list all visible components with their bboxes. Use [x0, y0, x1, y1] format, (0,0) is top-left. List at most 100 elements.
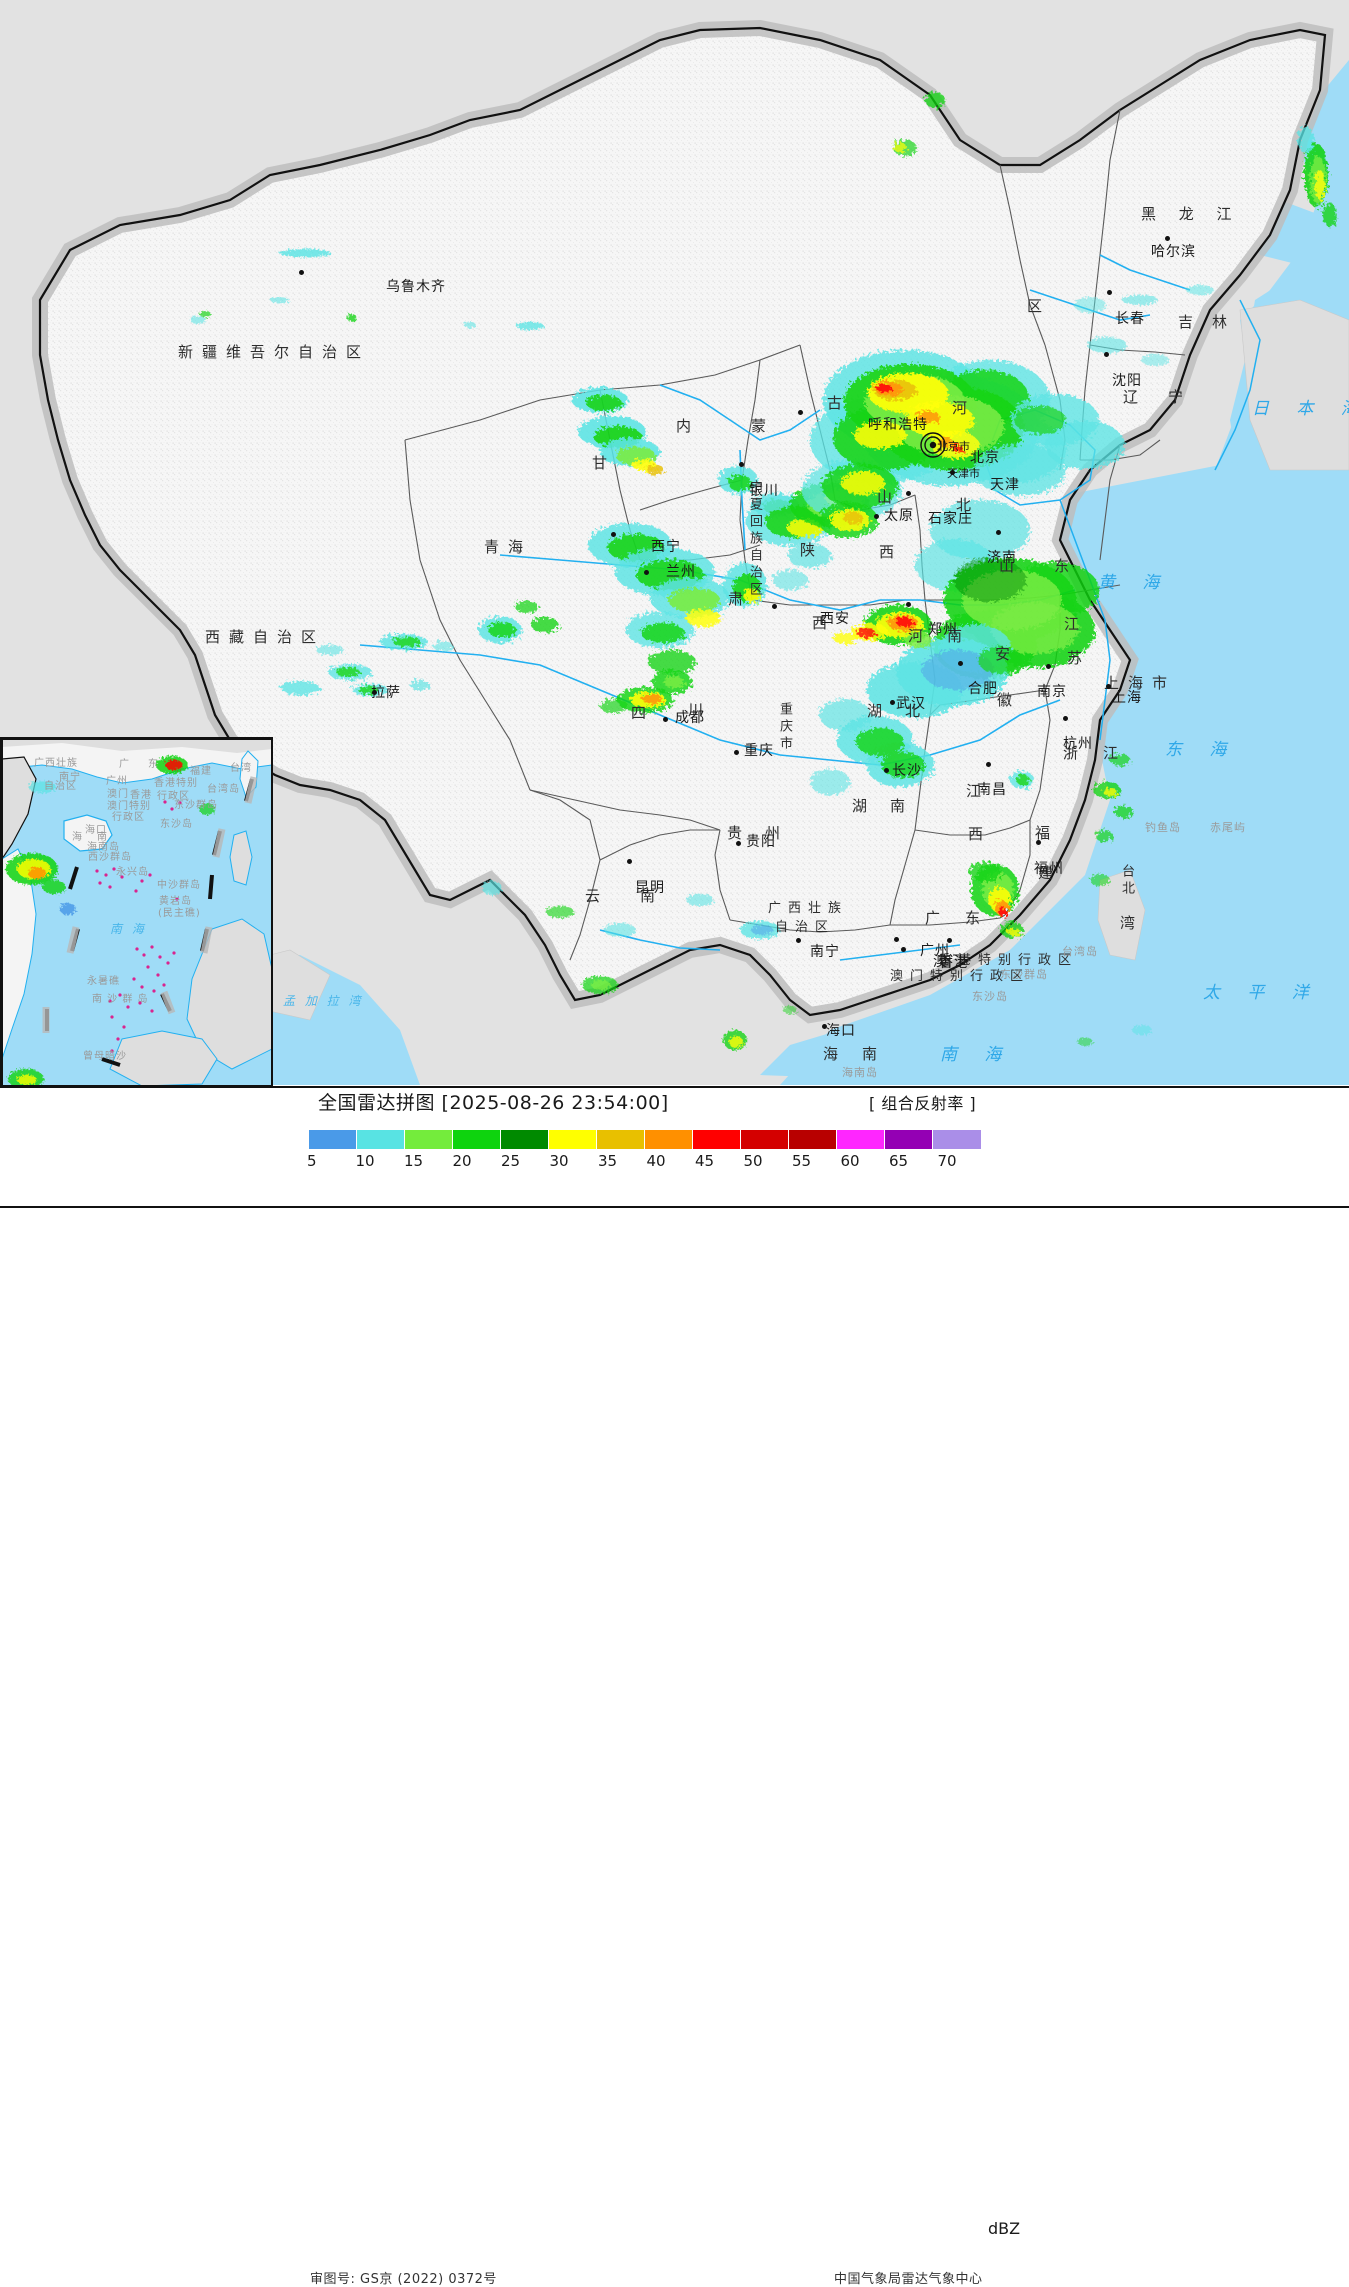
inset-label-9: 香港特别: [154, 778, 198, 789]
inset-label-7: 台湾岛: [207, 784, 240, 795]
city-marker-dot: [1104, 352, 1109, 357]
city-marker-dot: [663, 717, 668, 722]
city-marker-dot: [798, 410, 803, 415]
inset-label-18: 海: [72, 832, 83, 843]
colorbar-segment-40[interactable]: [645, 1130, 693, 1149]
dbz-tick-30: 30: [549, 1152, 569, 1170]
border-halo: [32, 19, 1334, 1024]
city-marker-dot: [890, 700, 895, 705]
south-china-sea-inset[interactable]: 广西壮族 自治区 南宁广东福建 台湾 台湾岛 广州 香港特别 行政区 澳门 香港 澳门特别 行政区 东沙…: [0, 737, 273, 1087]
city-marker-dot: [611, 532, 616, 537]
colorbar-segment-60[interactable]: [837, 1130, 885, 1149]
city-marker-dot: [906, 602, 911, 607]
city-marker-dot: [796, 938, 801, 943]
inset-graphics: [2, 739, 271, 1085]
map-approval-number: 审图号: GS京 (2022) 0372号: [310, 2272, 497, 2287]
inset-label-3: 广: [119, 759, 130, 770]
colorbar-segment-25[interactable]: [501, 1130, 549, 1149]
inset-label-13: 澳门特别: [107, 801, 151, 812]
dbz-tick-20: 20: [452, 1152, 472, 1170]
dbz-tick-50: 50: [743, 1152, 763, 1170]
inset-label-1: 自治区: [44, 781, 77, 792]
inset-label-0: 广西壮族: [34, 758, 78, 769]
inset-label-4: 东: [148, 759, 159, 770]
city-marker-dot: [739, 462, 744, 467]
inset-label-20: 海南岛: [87, 842, 120, 853]
dbz-tick-55: 55: [792, 1152, 812, 1170]
city-marker-dot: [1106, 684, 1111, 689]
city-marker-dot: [884, 768, 889, 773]
city-marker-dot: [627, 859, 632, 864]
map-title: 全国雷达拼图 [2025-08-26 23:54:00]: [318, 1092, 669, 1114]
inset-label-24: 黄岩岛: [159, 896, 192, 907]
colorbar-segment-20[interactable]: [453, 1130, 501, 1149]
dbz-tick-65: 65: [889, 1152, 909, 1170]
inset-label-14: 行政区: [112, 812, 145, 823]
colorbar-segment-30[interactable]: [549, 1130, 597, 1149]
city-marker-dot: [996, 530, 1001, 535]
inset-label-23: 中沙群岛: [157, 880, 201, 891]
city-marker-dot: [372, 690, 377, 695]
inset-label-28: 南 沙 群 岛: [92, 994, 149, 1005]
colorbar-segment-70[interactable]: [933, 1130, 981, 1149]
dbz-tick-labels: 5 10 15 20 25 30 35 40 45 50 55 60 65 70: [0, 1152, 1349, 1172]
inset-label-22: 永兴岛: [116, 867, 149, 878]
city-marker-dot: [734, 750, 739, 755]
city-marker-dot: [299, 270, 304, 275]
china-radar-map[interactable]: 新疆维吾尔自治区 西藏自治区 青海内蒙古甘肃宁夏回族自治区陕西山西河北山东河南江苏安…: [0, 0, 1349, 1085]
china-landmass: [40, 28, 1325, 1015]
inset-label-10: 行政区: [157, 791, 190, 802]
colorbar-segment-50[interactable]: [741, 1130, 789, 1149]
inset-label-2: 南宁: [59, 772, 81, 783]
dbz-colorbar[interactable]: [309, 1130, 981, 1149]
dbz-tick-35: 35: [598, 1152, 618, 1170]
city-marker-dot: [644, 570, 649, 575]
inset-label-21: 西沙群岛: [88, 852, 132, 863]
city-marker-dot: [894, 937, 899, 942]
product-type-label: [ 组合反射率 ]: [869, 1094, 977, 1113]
map-graphics: [0, 0, 1349, 1085]
colorbar-segment-55[interactable]: [789, 1130, 837, 1149]
dbz-unit-label: dBZ: [988, 2219, 1021, 2238]
city-marker-dot: [772, 604, 777, 609]
colorbar-segment-10[interactable]: [357, 1130, 405, 1149]
inset-label-25: (民主礁): [158, 908, 201, 919]
colorbar-segment-15[interactable]: [405, 1130, 453, 1149]
colorbar-segment-35[interactable]: [597, 1130, 645, 1149]
city-marker-dot: [901, 947, 906, 952]
city-marker-dot: [822, 1024, 827, 1029]
city-marker-dot: [1046, 664, 1051, 669]
city-marker-dot: [930, 443, 935, 448]
dbz-tick-60: 60: [840, 1152, 860, 1170]
inset-label-15: 东沙群岛: [174, 800, 218, 811]
inset-label-8: 广州: [106, 776, 128, 787]
dbz-tick-70: 70: [937, 1152, 957, 1170]
city-marker-dot: [958, 661, 963, 666]
city-marker-dot: [947, 938, 952, 943]
inset-label-17: 海口: [85, 825, 107, 836]
city-marker-dot: [1107, 290, 1112, 295]
city-marker-dot: [874, 514, 879, 519]
inset-label-19: 南: [97, 832, 108, 843]
inset-label-layer: 广西壮族 自治区 南宁广东福建 台湾 台湾岛 广州 香港特别 行政区 澳门 香港 澳门特别 行政区 东沙…: [2, 739, 271, 1085]
city-marker-dot: [1165, 236, 1170, 241]
inset-label-27: 永暑礁: [87, 976, 120, 987]
inset-label-5: 福建: [190, 766, 212, 777]
publisher-label: 中国气象局雷达气象中心: [834, 2272, 983, 2287]
dbz-tick-15: 15: [404, 1152, 424, 1170]
city-marker-dot: [906, 491, 911, 496]
inset-label-12: 香港: [130, 790, 152, 801]
colorbar-segment-45[interactable]: [693, 1130, 741, 1149]
inset-label-6: 台湾: [230, 763, 252, 774]
inset-label-29: 曾母暗沙: [83, 1051, 127, 1062]
dbz-tick-5: 5: [307, 1152, 317, 1170]
colorbar-segment-5[interactable]: [309, 1130, 357, 1149]
inset-label-26: 南 海: [110, 922, 147, 936]
inset-label-16: 东沙岛: [160, 819, 193, 830]
dbz-tick-40: 40: [646, 1152, 666, 1170]
dbz-tick-45: 45: [695, 1152, 715, 1170]
dbz-tick-25: 25: [501, 1152, 521, 1170]
city-marker-dot: [1063, 716, 1068, 721]
colorbar-segment-65[interactable]: [885, 1130, 933, 1149]
